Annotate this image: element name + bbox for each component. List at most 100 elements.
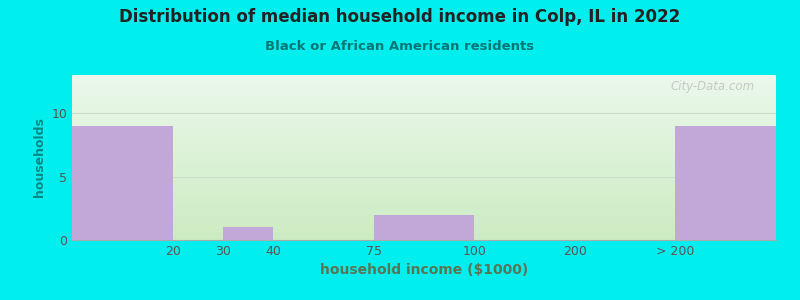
Bar [72, 136, 776, 137]
Bar [72, 127, 776, 128]
Bar [72, 143, 776, 144]
Bar [72, 152, 776, 153]
Bar [72, 229, 776, 230]
Bar [72, 111, 776, 112]
Bar [72, 201, 776, 202]
Bar [72, 228, 776, 229]
Bar [72, 236, 776, 237]
Bar [72, 89, 776, 90]
Bar [72, 102, 776, 103]
Bar [72, 130, 776, 131]
Bar [72, 165, 776, 166]
Bar [72, 210, 776, 211]
Bar [72, 227, 776, 228]
Bar [72, 108, 776, 109]
Bar [72, 218, 776, 219]
Bar [72, 121, 776, 122]
Bar [72, 126, 173, 240]
Bar [72, 191, 776, 192]
Bar [72, 192, 776, 193]
Bar [72, 186, 776, 187]
Bar [72, 179, 776, 180]
Bar [72, 156, 776, 157]
Bar [72, 149, 776, 150]
Bar [72, 157, 776, 158]
Bar [72, 77, 776, 78]
Bar [72, 100, 776, 101]
Bar [72, 154, 776, 155]
Bar [72, 105, 776, 106]
Bar [72, 171, 776, 172]
Bar [72, 81, 776, 82]
Bar [72, 82, 776, 83]
Bar [72, 98, 776, 99]
Bar [72, 173, 776, 174]
Bar [72, 155, 776, 156]
Bar [72, 200, 776, 201]
Bar [72, 238, 776, 239]
Bar [72, 208, 776, 209]
Bar [72, 79, 776, 80]
Bar [72, 100, 776, 101]
Bar [72, 92, 776, 93]
Bar [72, 138, 776, 139]
Bar [72, 144, 776, 145]
Bar [72, 151, 776, 152]
Bar [72, 162, 776, 163]
Bar [72, 168, 776, 169]
Bar [72, 195, 776, 196]
Bar [72, 126, 776, 127]
Bar [72, 224, 776, 225]
Bar [72, 177, 776, 178]
Bar [72, 163, 776, 164]
Bar [72, 232, 776, 233]
Bar [72, 222, 776, 223]
Bar [72, 146, 776, 147]
Bar [72, 97, 776, 98]
Bar [72, 78, 776, 79]
Bar [72, 235, 776, 236]
Bar [72, 183, 776, 184]
Bar [72, 83, 776, 84]
Bar [374, 214, 474, 240]
Bar [72, 110, 776, 111]
Bar [72, 166, 776, 167]
X-axis label: household income ($1000): household income ($1000) [320, 263, 528, 278]
Bar [72, 196, 776, 197]
Bar [72, 170, 776, 171]
Text: City-Data.com: City-Data.com [670, 80, 755, 93]
Bar [72, 137, 776, 138]
Bar [72, 169, 776, 170]
Bar [72, 212, 776, 213]
Bar [72, 193, 776, 194]
Bar [72, 176, 776, 177]
Bar [223, 227, 273, 240]
Bar [72, 164, 776, 165]
Bar [72, 226, 776, 227]
Bar [72, 204, 776, 205]
Bar [72, 93, 776, 94]
Bar [72, 194, 776, 195]
Bar [72, 145, 776, 146]
Bar [72, 185, 776, 186]
Bar [72, 190, 776, 191]
Bar [72, 150, 776, 151]
Bar [72, 184, 776, 185]
Bar [72, 107, 776, 108]
Bar [72, 135, 776, 136]
Bar [72, 86, 776, 87]
Bar [72, 101, 776, 102]
Bar [72, 147, 776, 148]
Bar [72, 174, 776, 175]
Bar [72, 153, 776, 154]
Bar [72, 197, 776, 198]
Bar [72, 216, 776, 217]
Bar [72, 221, 776, 222]
Bar [72, 178, 776, 179]
Bar [72, 209, 776, 210]
Bar [72, 217, 776, 218]
Bar [72, 233, 776, 234]
Bar [72, 87, 776, 88]
Bar [72, 139, 776, 140]
Bar [72, 104, 776, 105]
